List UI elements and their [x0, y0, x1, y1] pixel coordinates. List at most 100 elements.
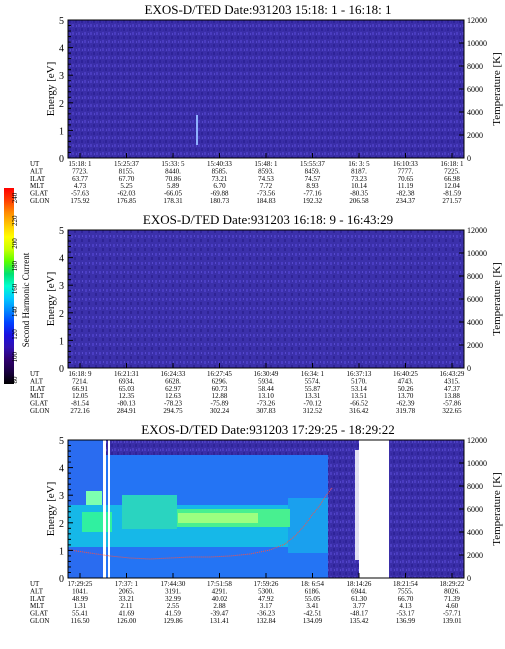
ephemeris-value: 60.73	[212, 385, 228, 393]
colorbar-tick-label: 200	[11, 238, 19, 249]
ephemeris-value: 74.57	[305, 175, 321, 183]
ephemeris-value: 5170.	[351, 377, 367, 385]
ephemeris-value: 16:34: 1	[301, 370, 325, 378]
ephemeris-value: 4.60	[446, 602, 459, 610]
ephemeris-row-label: GLAT	[30, 190, 49, 198]
ephemeris-value: 50.26	[398, 385, 414, 393]
ephemeris-value: 16:10:33	[393, 160, 418, 168]
colorbar-tick-label: 180	[11, 261, 19, 272]
temperature-tick-label: 12000	[467, 436, 487, 445]
ephemeris-value: 5.25	[120, 182, 133, 190]
ephemeris-value: 15:18: 1	[68, 160, 92, 168]
ephemeris-value: 15:33: 5	[161, 160, 185, 168]
ephemeris-value: 6186.	[305, 587, 321, 595]
ephemeris-row-label: ILAT	[30, 175, 46, 183]
ephemeris-value: -62.03	[117, 190, 136, 198]
ephemeris-value: 17:44:30	[161, 580, 186, 588]
temperature-tick-label: 10000	[467, 249, 487, 258]
ephemeris-row-label: ALT	[30, 587, 44, 595]
energy-tick-label: 2	[59, 309, 64, 320]
ephemeris-value: -77.16	[303, 190, 322, 198]
ephemeris-value: 5300.	[258, 587, 274, 595]
energy-tick-label: 0	[59, 574, 64, 585]
ephemeris-value: 284.91	[117, 407, 137, 415]
panel-1-temperature-axis: 0 2000 4000 6000 8000 10000 12000	[459, 16, 487, 163]
ephemeris-value: 8593.	[258, 167, 274, 175]
ephemeris-value: 15:55:37	[300, 160, 325, 168]
energy-tick-label: 1	[59, 126, 64, 137]
ephemeris-row-label: ALT	[30, 167, 44, 175]
ephemeris-row-label: GLAT	[30, 610, 49, 618]
ephemeris-value: 5574.	[305, 377, 321, 385]
ephemeris-value: 12.04	[444, 182, 460, 190]
panel-3-data-gap-1	[103, 440, 106, 578]
colorbar-scale	[4, 188, 14, 384]
temperature-tick-label: 4000	[467, 528, 483, 537]
ephemeris-value: 66.91	[72, 385, 88, 393]
ephemeris-value: -62.39	[396, 400, 415, 408]
temperature-tick-label: 0	[467, 364, 471, 373]
ephemeris-value: 41.69	[119, 610, 135, 618]
panel-3-title: EXOS-D/TED Date:931203 17:29:25 - 18:29:…	[141, 422, 394, 437]
ephemeris-value: 13.70	[398, 392, 414, 400]
ephemeris-row-label: MLT	[30, 602, 45, 610]
ephemeris-row-label: ILAT	[30, 595, 46, 603]
ephemeris-value: -80.13	[117, 400, 136, 408]
ephemeris-value: 139.01	[442, 617, 462, 625]
ephemeris-value: -81.54	[71, 400, 90, 408]
ephemeris-value: 4291.	[212, 587, 228, 595]
ephemeris-value: 40.02	[212, 595, 228, 603]
panel-2-temperature-axis: 0 2000 4000 6000 8000 10000 12000	[459, 226, 487, 373]
temperature-tick-label: 8000	[467, 62, 483, 71]
colorbar-tick-label: 220	[11, 215, 19, 226]
ephemeris-row-label: GLON	[30, 617, 49, 625]
ephemeris-value: -42.51	[303, 610, 322, 618]
ephemeris-value: 18:21:54	[393, 580, 418, 588]
ephemeris-value: 7723.	[72, 167, 88, 175]
ephemeris-value: 180.73	[210, 197, 230, 205]
ephemeris-value: 16:21:31	[114, 370, 139, 378]
ephemeris-row-label: GLON	[30, 197, 49, 205]
ephemeris-value: -80.35	[350, 190, 369, 198]
ephemeris-value: 7777.	[398, 167, 414, 175]
ephemeris-value: 178.31	[163, 197, 183, 205]
ephemeris-value: 73.23	[351, 175, 367, 183]
ephemeris-value: 3191.	[165, 587, 181, 595]
ephemeris-value: 8026.	[444, 587, 460, 595]
ephemeris-value: 47.37	[444, 385, 460, 393]
ephemeris-value: 16:27:45	[207, 370, 232, 378]
ephemeris-value: 6296.	[212, 377, 228, 385]
ephemeris-value: 53.14	[351, 385, 367, 393]
ephemeris-value: 55.41	[72, 610, 88, 618]
panel-1-plot-area	[67, 19, 465, 159]
energy-tick-label: 0	[59, 154, 64, 165]
ephemeris-value: 70.65	[398, 175, 414, 183]
ephemeris-value: 32.99	[165, 595, 181, 603]
ephemeris-value: 11.19	[398, 182, 414, 190]
temperature-tick-label: 12000	[467, 16, 487, 25]
spectrogram-panel-1: EXOS-D/TED Date:931203 15:18: 1 - 16:18:…	[30, 2, 503, 205]
ephemeris-row-label: UT	[30, 160, 40, 168]
ephemeris-value: 4.13	[399, 602, 412, 610]
ephemeris-value: 319.78	[396, 407, 416, 415]
ephemeris-value: 8155.	[119, 167, 135, 175]
temperature-tick-label: 0	[467, 154, 471, 163]
ephemeris-value: 7.72	[260, 182, 273, 190]
ephemeris-value: 13.10	[258, 392, 274, 400]
temperature-tick-label: 8000	[467, 272, 483, 281]
ephemeris-value: 55.05	[305, 595, 321, 603]
panel-3-temperature-trace	[69, 487, 333, 560]
ephemeris-value: 2065.	[119, 587, 135, 595]
ephemeris-value: 272.16	[70, 407, 90, 415]
panel-2-plot-area	[67, 229, 465, 369]
ephemeris-value: 12.88	[212, 392, 228, 400]
ephemeris-value: 18:14:26	[347, 580, 372, 588]
ephemeris-value: 184.83	[256, 197, 276, 205]
energy-tick-label: 5	[59, 16, 64, 27]
panel-3-data-gap-3	[359, 440, 389, 578]
temperature-tick-label: 8000	[467, 482, 483, 491]
ephemeris-value: 66.98	[444, 175, 460, 183]
panel-2-y2label: Temperature [K]	[491, 262, 503, 335]
panel-1-title: EXOS-D/TED Date:931203 15:18: 1 - 16:18:…	[145, 2, 392, 17]
ephemeris-value: 116.50	[71, 617, 90, 625]
